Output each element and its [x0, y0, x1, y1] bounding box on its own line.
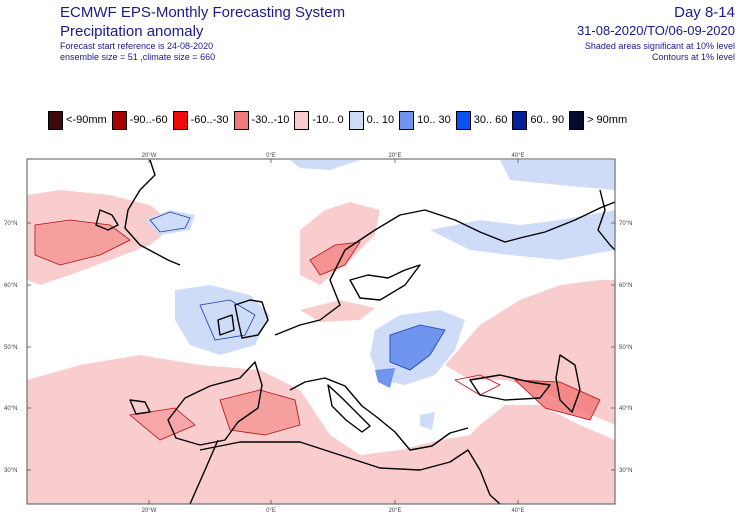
system-title: ECMWF EPS-Monthly Forecasting System [60, 4, 346, 21]
legend-swatch [294, 110, 310, 130]
legend-label: -60..-30 [190, 114, 229, 126]
lon-label-top-20e: 20°E [388, 153, 401, 159]
legend-item: 0.. 10 [348, 110, 395, 130]
legend-label: 10.. 30 [417, 114, 451, 126]
legend-swatch [569, 110, 585, 130]
lon-label-bottom-20w: 20°W [142, 508, 157, 514]
legend-swatch [455, 110, 471, 130]
ireland-outline [217, 314, 235, 336]
lon-label-top-0e: 0°E [266, 153, 276, 159]
lon-label-bottom-40e: 40°E [511, 508, 524, 514]
black-sea-outline [469, 374, 551, 401]
lat-label-left-50n: 50°N [4, 345, 17, 351]
lon-label-top-20w: 20°W [142, 153, 157, 159]
legend-label: <-90mm [66, 114, 107, 126]
dry-anomaly-shading [27, 190, 615, 504]
iberia-outline [167, 361, 263, 446]
legend-item: 10.. 30 [399, 110, 451, 130]
caspian-outline [555, 354, 581, 413]
lat-label-right-50n: 50°N [619, 345, 632, 351]
lat-label-right-30n: 30°N [619, 468, 632, 474]
map-panel: 20°W 0°E 20°E 40°E 20°W 0°E 20°E 40°E 70… [0, 150, 745, 516]
graticule-ticks [27, 159, 615, 504]
legend-label: -90..-60 [129, 114, 168, 126]
coastlines [95, 159, 615, 504]
legend-label: 60.. 90 [530, 114, 565, 126]
legend-label: 30.. 60 [473, 114, 508, 126]
legend-item: -10.. 0 [294, 110, 344, 130]
color-legend: <-90mm -90..-60 -60..-30 -30..-10 -10.. 0 0..… [48, 110, 632, 130]
lat-label-left-70n: 70°N [4, 221, 17, 227]
legend-label: > 90mm [587, 114, 628, 126]
wet-contours [149, 211, 446, 371]
legend-item: 30.. 60 [455, 110, 508, 130]
lon-label-top-40e: 40°E [511, 153, 524, 159]
legend-item: > 90mm [569, 110, 628, 130]
legend-label: 0.. 10 [366, 114, 395, 126]
legend-swatch [399, 110, 415, 130]
day-range: Day 8-14 [674, 4, 735, 21]
map-frame [26, 158, 616, 505]
forecast-start-reference: Forecast start reference is 24-08-2020 [60, 41, 214, 51]
lat-label-right-70n: 70°N [619, 221, 632, 227]
legend-swatch [111, 110, 127, 130]
legend-label: -10.. 0 [312, 114, 344, 126]
italy-outline [327, 384, 371, 433]
legend-item: 60.. 90 [512, 110, 565, 130]
product-title: Precipitation anomaly [60, 23, 204, 40]
lat-label-right-60n: 60°N [619, 283, 632, 289]
lat-label-right-40n: 40°N [619, 406, 632, 412]
legend-swatch [348, 110, 364, 130]
baltic-outline [349, 264, 421, 301]
lon-label-bottom-0e: 0°E [266, 508, 276, 514]
lat-label-left-30n: 30°N [4, 468, 17, 474]
ensemble-climate-size: ensemble size = 51 ,climate size = 660 [60, 52, 216, 62]
legend-swatch [233, 110, 249, 130]
iceland-outline [95, 209, 119, 231]
legend-swatch [512, 110, 528, 130]
anomaly-map: 20°W 0°E 20°E 40°E 20°W 0°E 20°E 40°E 70… [4, 153, 632, 514]
britain-outline [234, 299, 269, 339]
legend-item: <-90mm [48, 110, 107, 130]
contour-significance-note: Contours at 1% level [651, 52, 735, 62]
legend-label: -30..-10 [251, 114, 290, 126]
lon-label-bottom-20e: 20°E [388, 508, 401, 514]
lat-label-left-60n: 60°N [4, 283, 17, 289]
legend-item: -30..-10 [233, 110, 290, 130]
significance-contours [34, 219, 601, 441]
legend-swatch [172, 110, 188, 130]
shaded-significance-note: Shaded areas significant at 10% level [584, 41, 735, 51]
legend-swatch [48, 110, 63, 130]
legend-item: -60..-30 [172, 110, 229, 130]
legend-item: -90..-60 [111, 110, 168, 130]
lat-label-left-40n: 40°N [4, 406, 17, 412]
valid-period: 31-08-2020/TO/06-09-2020 [576, 23, 735, 38]
